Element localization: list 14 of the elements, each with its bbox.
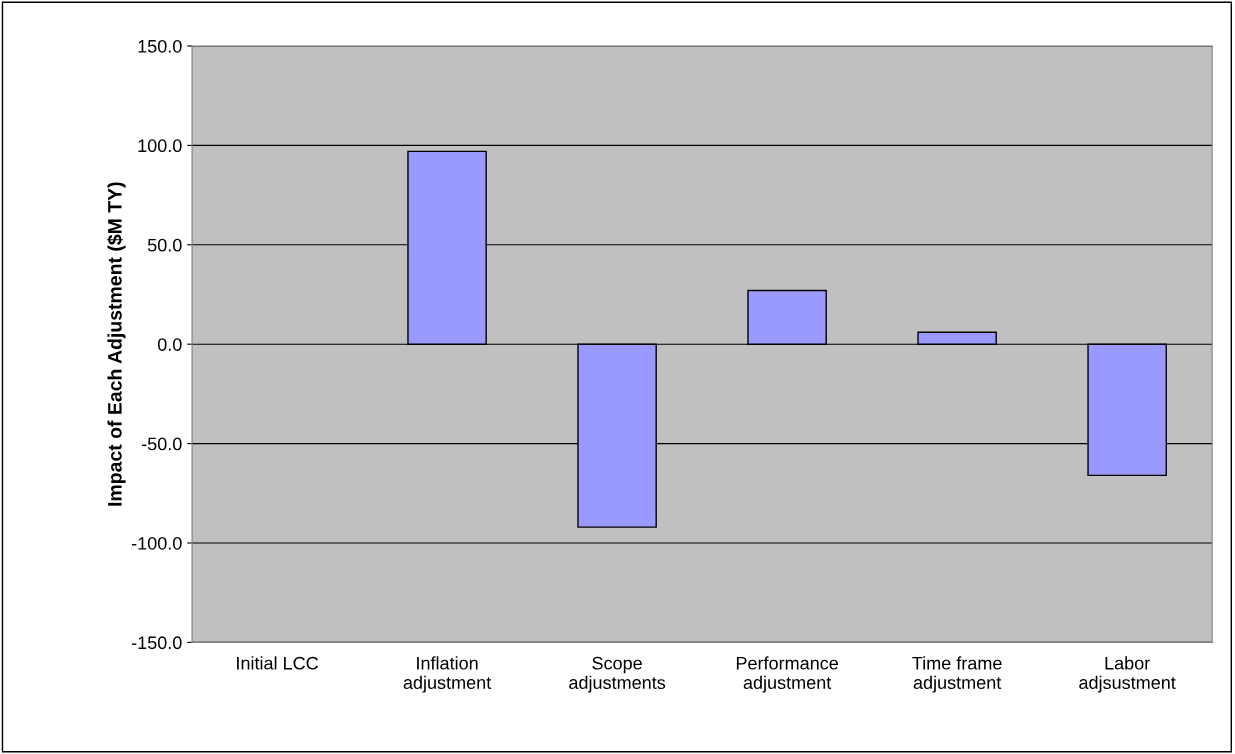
y-tick-label: -150.0 xyxy=(131,636,182,650)
y-tick-label: -100.0 xyxy=(131,536,182,550)
y-tick-label: -50.0 xyxy=(141,437,182,451)
x-tick-label: Performance adjustment xyxy=(736,656,838,693)
x-tick-label: Initial LCC xyxy=(237,656,319,670)
y-tick-label: 50.0 xyxy=(147,238,182,252)
x-tick-label: Labor adjsustment xyxy=(1079,656,1176,693)
y-axis-title: Impact of Each Adjustment ($M TY) xyxy=(107,182,126,506)
y-tick-label: 0.0 xyxy=(157,338,182,351)
x-tick-label: Scope adjustments xyxy=(569,656,666,693)
y-tick-label: 100.0 xyxy=(138,139,182,153)
x-tick-label: Time frame adjustment xyxy=(912,656,1002,693)
x-tick-label: Inflation adjustment xyxy=(403,656,492,693)
y-tick-label: 150.0 xyxy=(138,39,182,53)
